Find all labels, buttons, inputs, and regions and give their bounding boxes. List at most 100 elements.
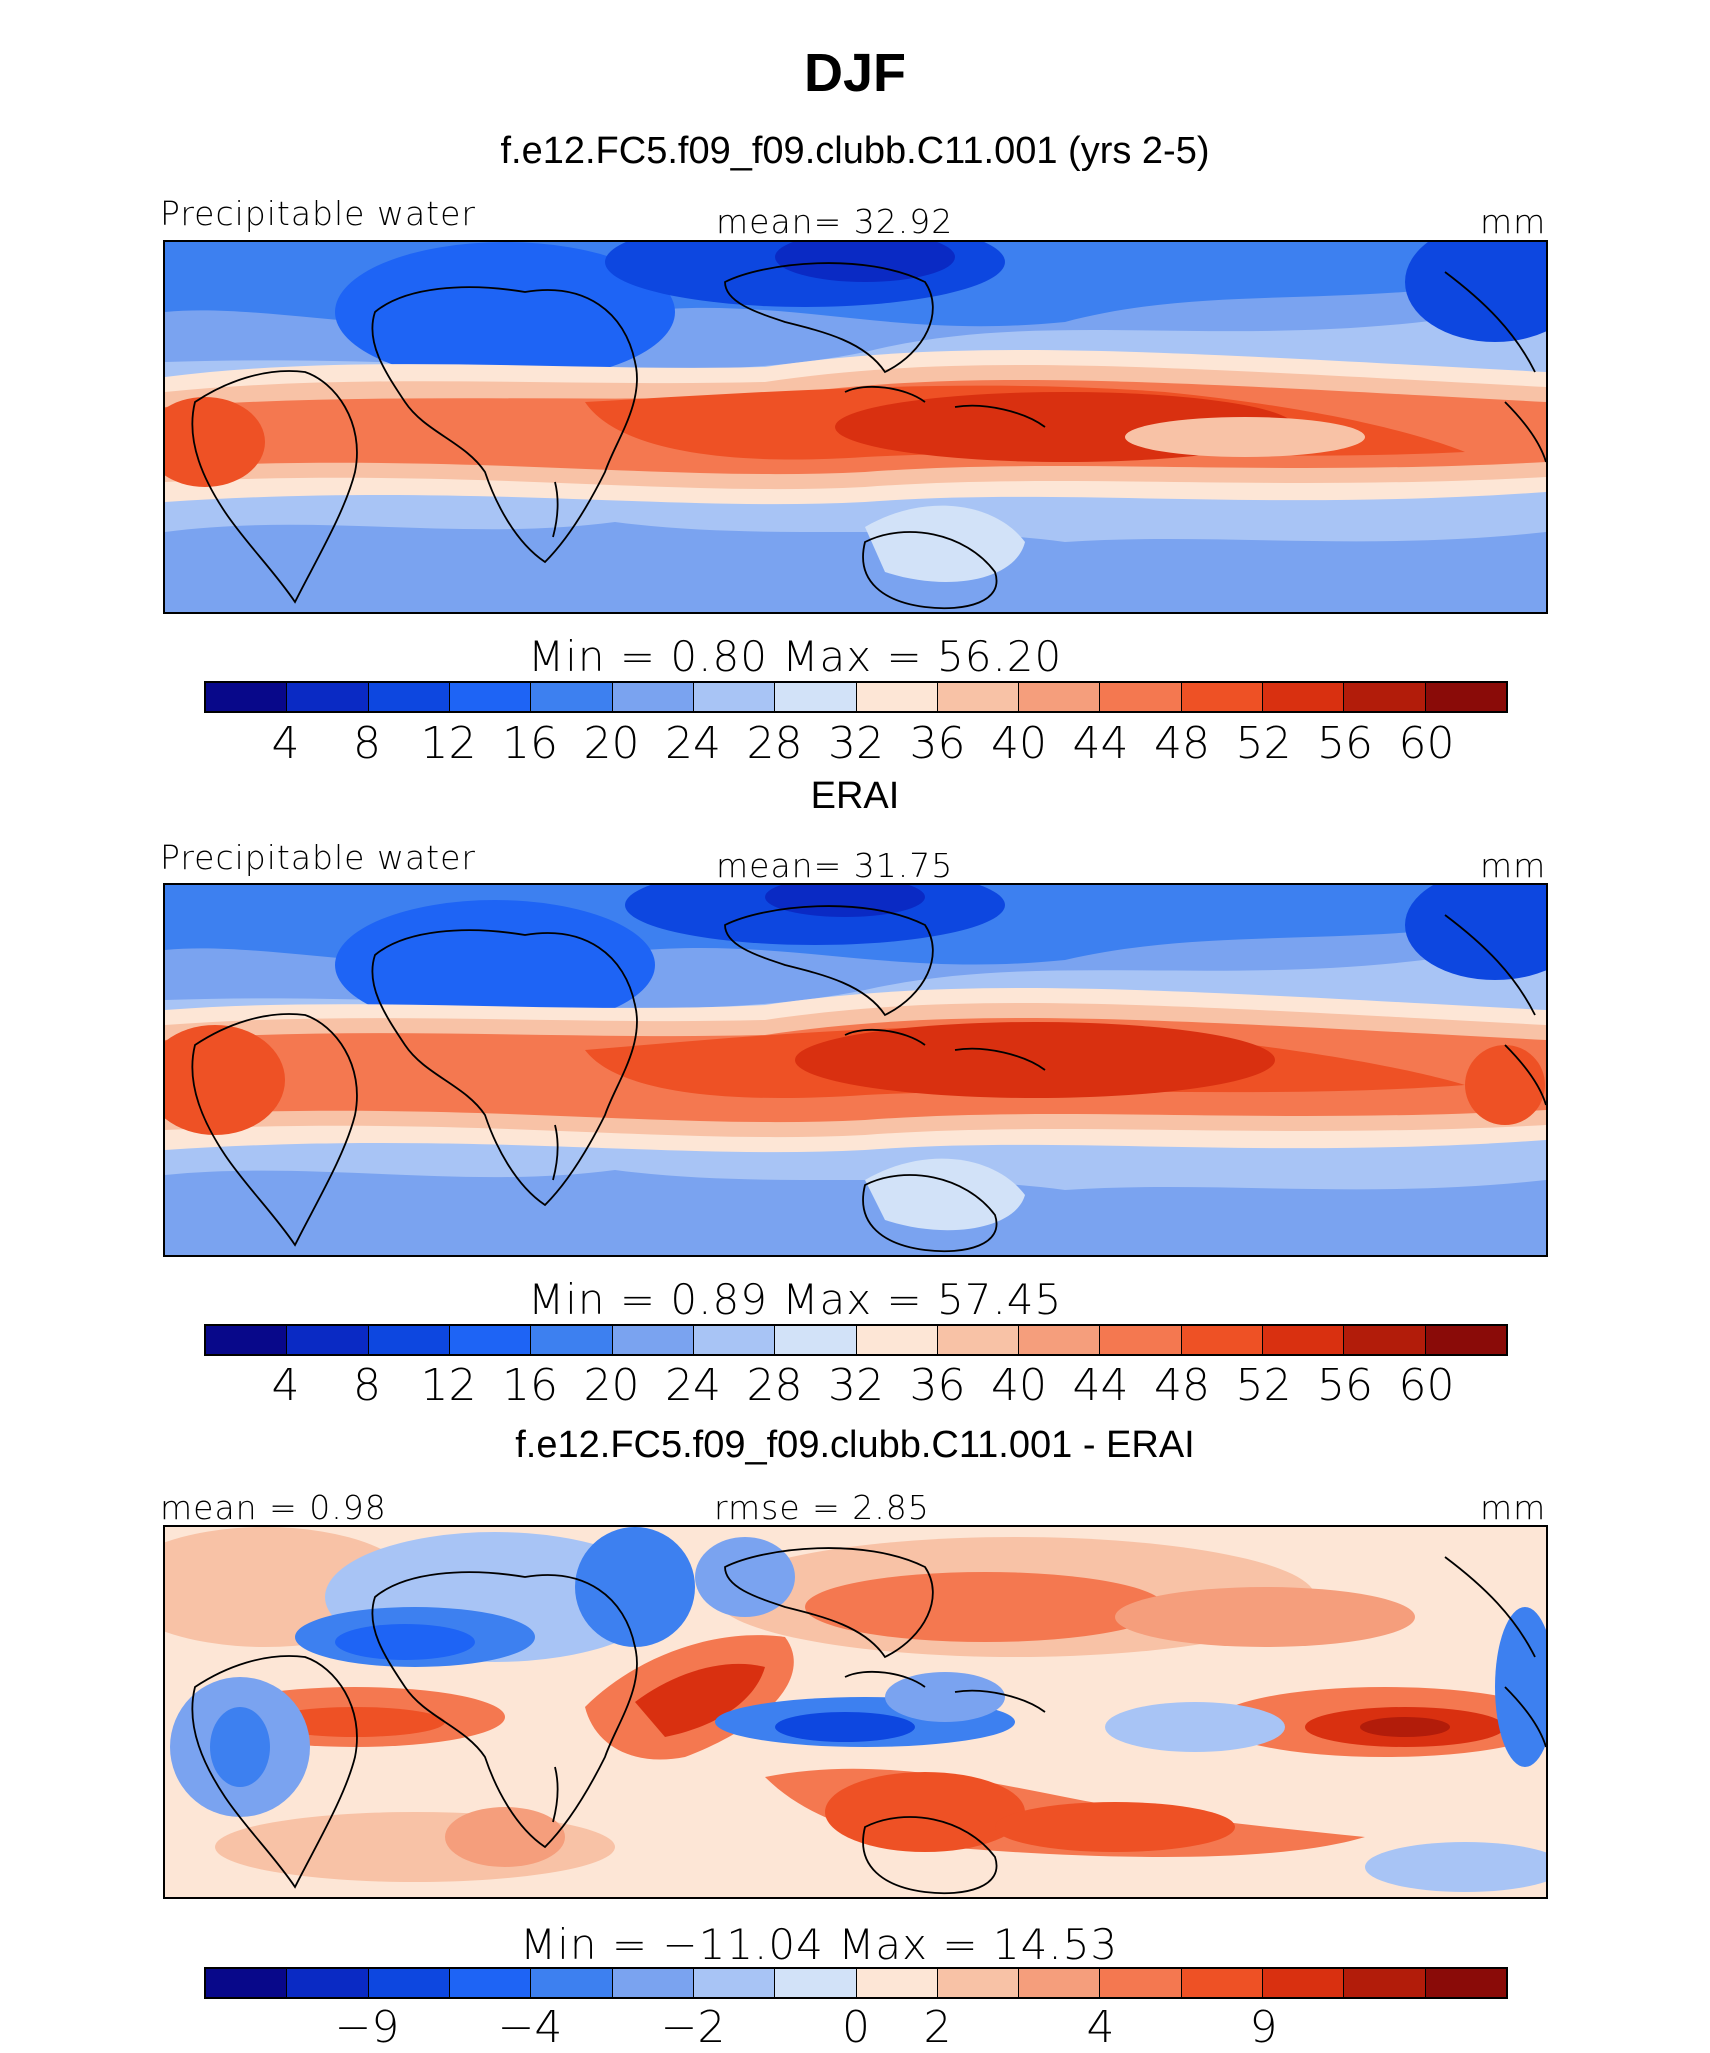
panel-1-minmax: Min = 0.80 Max = 56.20 [528,632,1063,681]
panel-3-field [165,1527,1546,1897]
colorbar-swatch [287,683,369,711]
colorbar-swatch [1100,683,1182,711]
panel-2-right-label: mm [1480,846,1547,885]
colorbar-swatch [1181,683,1264,711]
colorbar-swatch [856,683,938,711]
colorbar-swatch [368,683,450,711]
colorbar-tick-label: 28 [746,718,803,769]
colorbar-swatch [937,1326,1020,1354]
colorbar-tick-label: 16 [502,718,558,769]
panel-2-center-label: mean= 31.75 [716,846,954,885]
colorbar-swatch [449,683,532,711]
colorbar-swatch [1263,1326,1345,1354]
colorbar-tick-label: −4 [497,2002,563,2053]
colorbar-swatch [368,1326,450,1354]
colorbar-swatch [612,1326,694,1354]
panel-3-minmax: Min = −11.04 Max = 14.53 [520,1920,1119,1969]
panel-2-title: ERAI [810,775,900,817]
panel-1-map [163,240,1548,614]
panel-1-center-label: mean= 32.92 [716,202,954,241]
panel-2-minmax: Min = 0.89 Max = 57.45 [528,1275,1063,1324]
colorbar-tick-label: 60 [1398,1360,1455,1411]
colorbar-tick-label: 52 [1235,718,1292,769]
colorbar-swatch [1019,683,1101,711]
colorbar-tick-label: 8 [353,1360,381,1411]
panel-1-title: f.e12.FC5.f09_f09.clubb.C11.001 (yrs 2-5… [500,130,1210,172]
panel-3-left-label: mean = 0.98 [160,1488,387,1527]
colorbar-tick-label: 9 [1249,2002,1278,2053]
colorbar-swatch [775,1326,857,1354]
colorbar-tick-label: −2 [660,2002,726,2053]
colorbar-tick-label: 56 [1317,718,1373,769]
colorbar-swatch [937,683,1020,711]
panel-1-right-label: mm [1480,202,1547,241]
colorbar-swatch [1344,1969,1426,1997]
panel-3-title: f.e12.FC5.f09_f09.clubb.C11.001 - ERAI [515,1424,1195,1466]
colorbar-swatch [206,683,288,711]
colorbar-swatch [449,1969,532,1997]
colorbar-swatch [856,1969,938,1997]
colorbar-tick-label: 16 [502,1360,558,1411]
colorbar-swatch [449,1326,532,1354]
colorbar-tick-label: 44 [1072,718,1129,769]
colorbar-tick-label: 8 [353,718,381,769]
colorbar-swatch [612,1969,694,1997]
colorbar-tick-label: 4 [271,718,300,769]
colorbar-swatch [1425,683,1506,711]
colorbar-tick-label: 24 [665,718,721,769]
colorbar-swatch [287,1969,369,1997]
panel-3-map [163,1525,1548,1899]
colorbar-tick-label: 56 [1317,1360,1373,1411]
colorbar-swatch [531,1326,613,1354]
panel-2-left-label: Precipitable water [160,838,476,877]
colorbar-swatch [1019,1969,1101,1997]
colorbar-tick-label: 48 [1154,1360,1210,1411]
colorbar-tick-label: 12 [420,718,477,769]
colorbar-swatch [1181,1326,1264,1354]
colorbar-swatch [612,683,694,711]
colorbar-swatch [693,1969,776,1997]
colorbar-tick-label: 20 [583,718,640,769]
colorbar-swatch [287,1326,369,1354]
colorbar-swatch [1344,683,1426,711]
panel-1-colorbar-ticks: 4 8 12 16 20 24 28 32 36 40 44 48 52 56 60 [204,718,1508,769]
colorbar-swatch [531,683,613,711]
colorbar-tick-label: 40 [991,718,1047,769]
colorbar-tick-label: 48 [1154,718,1210,769]
colorbar-tick-label: 4 [1086,2002,1115,2053]
colorbar-swatch [856,1326,938,1354]
colorbar-swatch [1425,1969,1506,1997]
colorbar-swatch [1100,1969,1182,1997]
colorbar-swatch [531,1969,613,1997]
panel-2-colorbar-ticks: 4 8 12 16 20 24 28 32 36 40 44 48 52 56 60 [204,1360,1508,1411]
colorbar-tick-label: 40 [991,1360,1047,1411]
panel-2-colorbar [204,1324,1508,1356]
colorbar-swatch [1263,1969,1345,1997]
colorbar-tick-label: 36 [909,718,966,769]
colorbar-tick-label: 32 [828,718,884,769]
panel-1-field [165,242,1546,612]
colorbar-swatch [1344,1326,1426,1354]
colorbar-swatch [937,1969,1020,1997]
panel-1-left-label: Precipitable water [160,194,476,233]
colorbar-swatch [693,683,776,711]
colorbar-tick-label: 0 [842,2002,870,2053]
colorbar-swatch [775,683,857,711]
panel-3-colorbar [204,1967,1508,1999]
panel-3-right-label: mm [1480,1488,1547,1527]
colorbar-swatch [1181,1969,1264,1997]
colorbar-tick-label: 44 [1072,1360,1129,1411]
colorbar-tick-label: 32 [828,1360,884,1411]
colorbar-tick-label: 60 [1398,718,1455,769]
colorbar-tick-label: 28 [746,1360,803,1411]
colorbar-tick-label: 36 [909,1360,966,1411]
colorbar-swatch [1263,683,1345,711]
colorbar-tick-label: 12 [420,1360,477,1411]
panel-1-colorbar [204,681,1508,713]
colorbar-swatch [1100,1326,1182,1354]
colorbar-tick-label: 4 [271,1360,300,1411]
colorbar-tick-label: 2 [923,2002,952,2053]
colorbar-tick-label: 20 [583,1360,640,1411]
colorbar-swatch [693,1326,776,1354]
panel-2-field [165,885,1546,1255]
